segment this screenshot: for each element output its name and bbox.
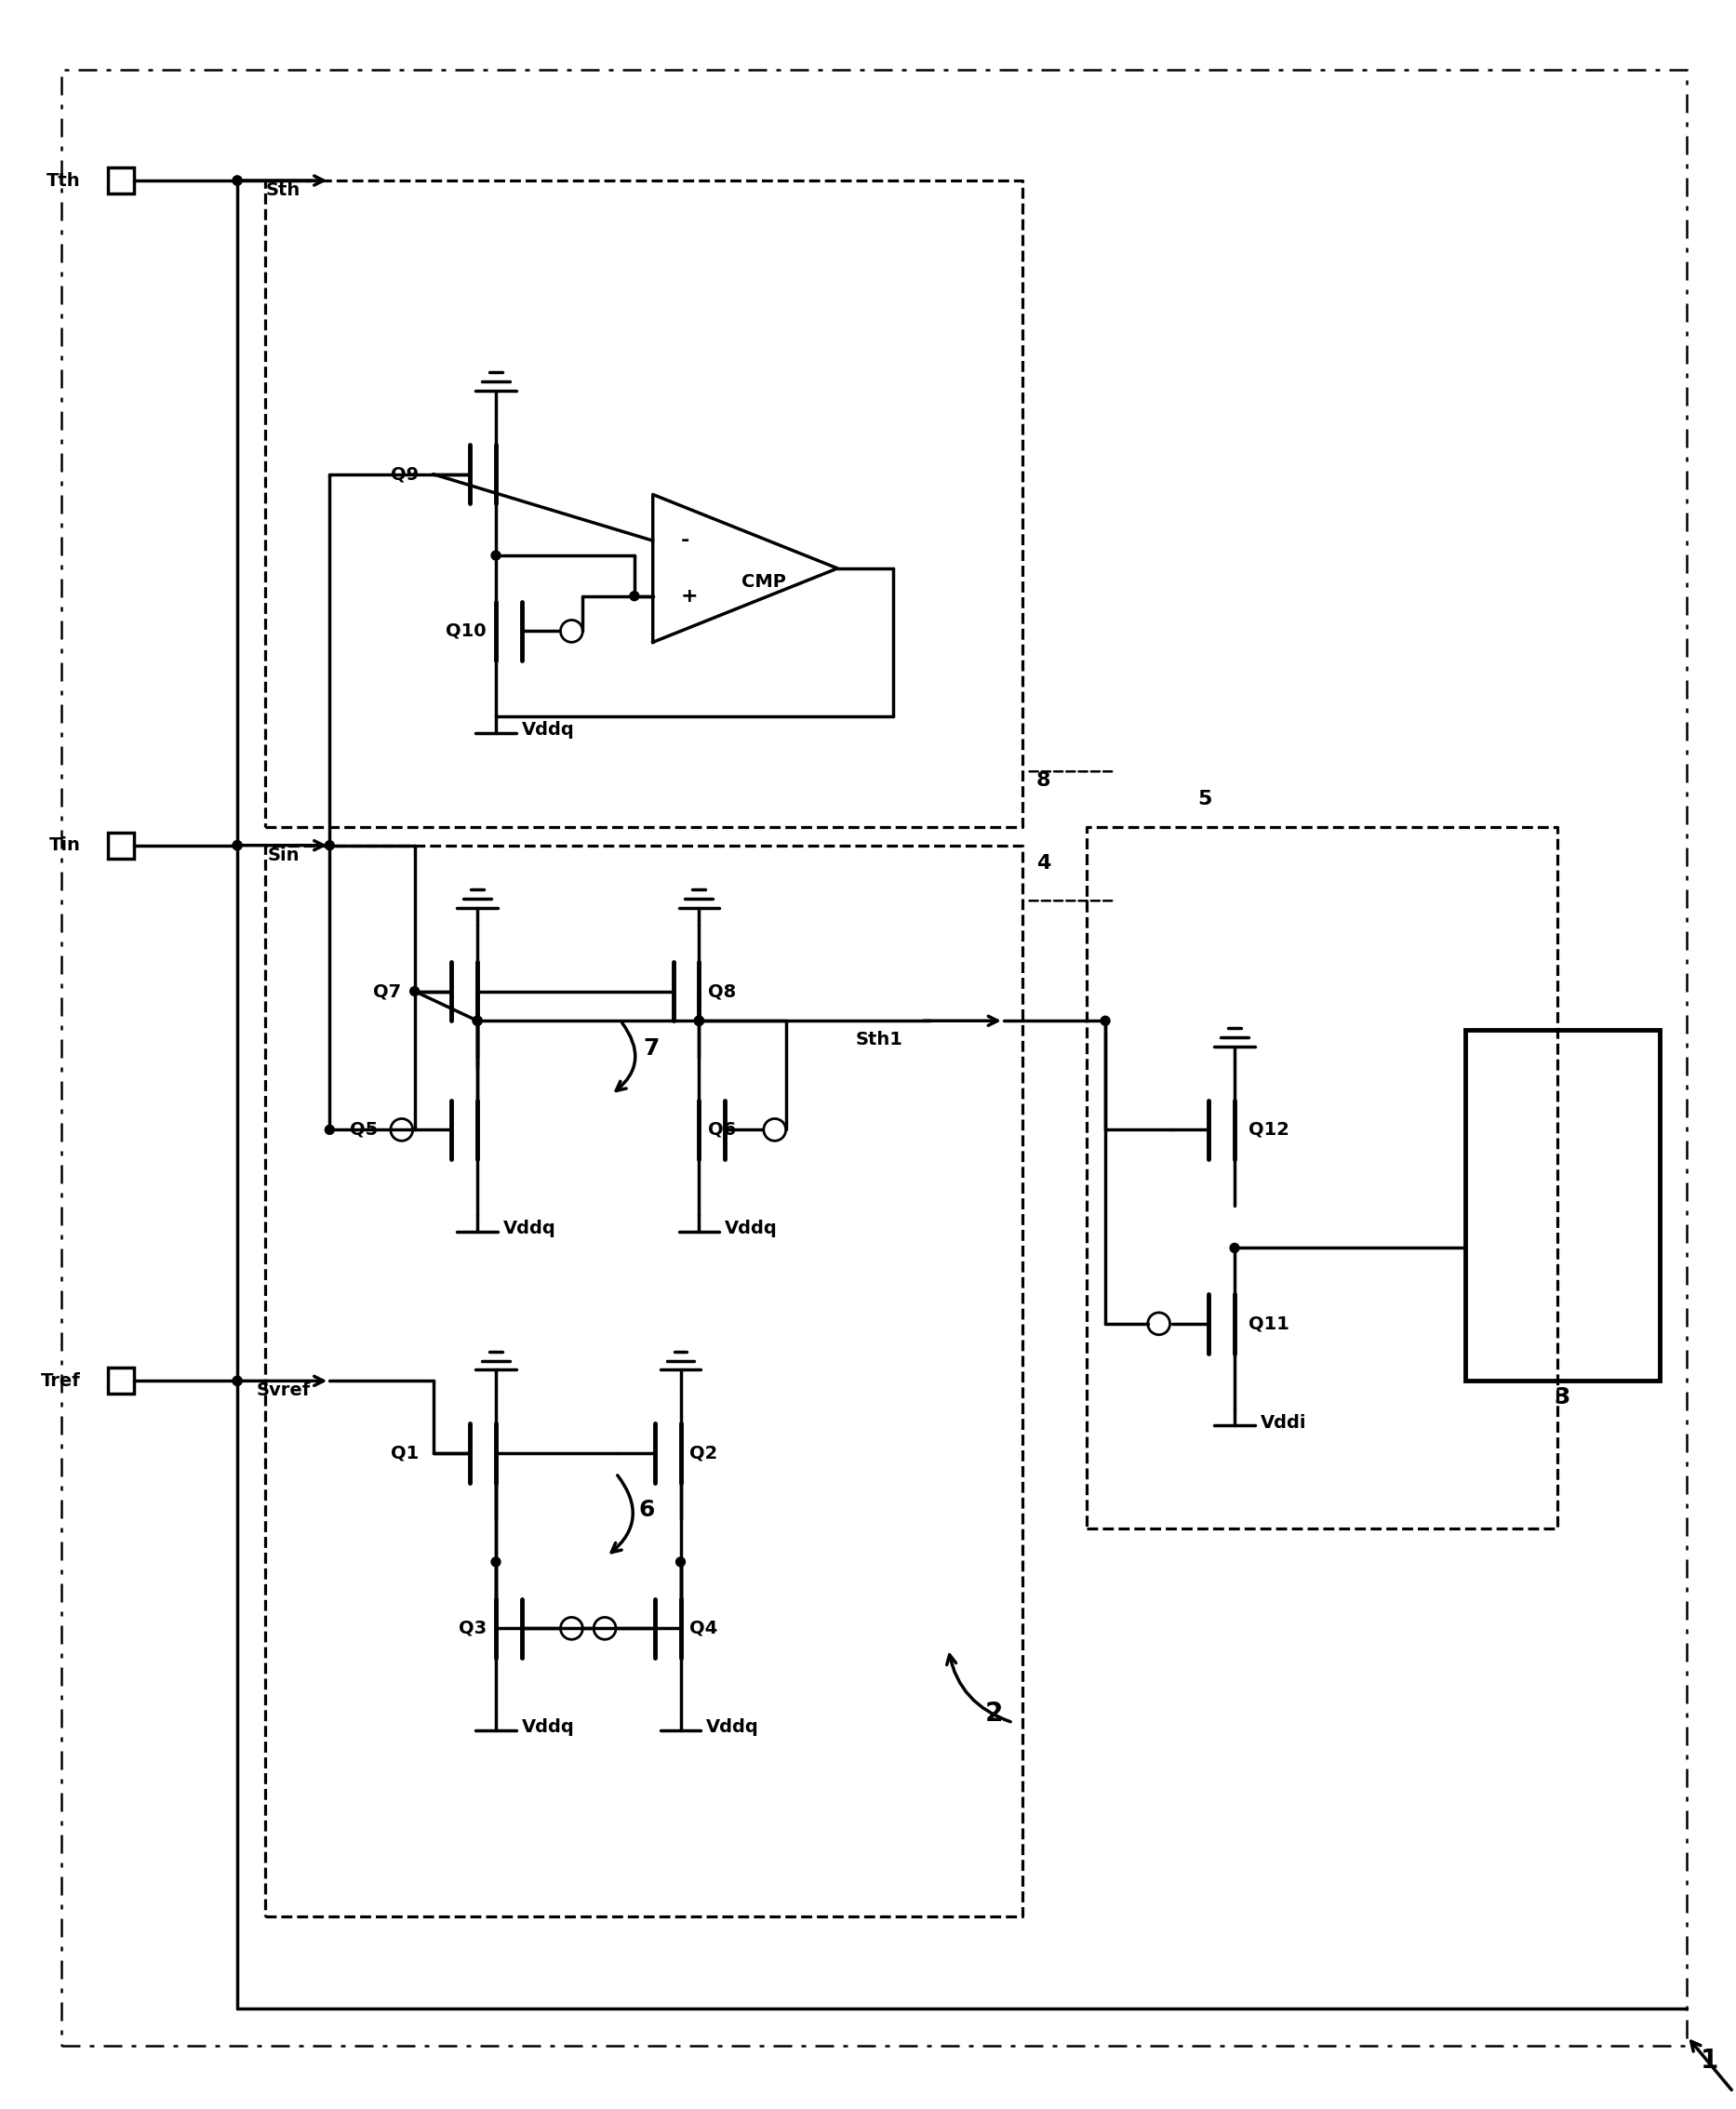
Circle shape [233, 1377, 241, 1386]
Text: Tin: Tin [49, 837, 80, 854]
Circle shape [233, 841, 241, 850]
Text: Q11: Q11 [1248, 1314, 1290, 1333]
Circle shape [491, 1556, 500, 1567]
Text: Q3: Q3 [458, 1620, 486, 1637]
Text: CMP: CMP [741, 574, 786, 591]
Text: Vddq: Vddq [523, 721, 575, 738]
Circle shape [233, 175, 241, 186]
Text: 1: 1 [1701, 2048, 1719, 2073]
Text: Q8: Q8 [708, 983, 736, 1000]
Circle shape [491, 550, 500, 561]
Circle shape [325, 1124, 335, 1135]
Text: Q12: Q12 [1248, 1120, 1290, 1139]
Bar [108, 1369, 134, 1394]
Text: Q7: Q7 [373, 983, 401, 1000]
Text: Sth1: Sth1 [856, 1031, 903, 1048]
Circle shape [233, 1377, 241, 1386]
Text: Svref: Svref [257, 1381, 311, 1400]
Circle shape [410, 987, 418, 995]
Circle shape [694, 1017, 703, 1025]
Text: Sth: Sth [266, 181, 300, 198]
Text: 8: 8 [1036, 772, 1050, 791]
Circle shape [1101, 1017, 1109, 1025]
Text: 6: 6 [639, 1499, 654, 1521]
Text: Q6: Q6 [708, 1120, 736, 1139]
Text: Vddq: Vddq [503, 1219, 556, 1238]
Circle shape [630, 591, 639, 601]
Circle shape [694, 1017, 703, 1025]
Circle shape [233, 175, 241, 186]
Text: 7: 7 [644, 1038, 660, 1059]
Circle shape [233, 841, 241, 850]
Text: Sin: Sin [267, 846, 300, 865]
Text: Q5: Q5 [349, 1120, 378, 1139]
Text: Q9: Q9 [391, 466, 418, 483]
Text: Vddq: Vddq [726, 1219, 778, 1238]
Text: Q1: Q1 [391, 1445, 418, 1462]
Text: Vddq: Vddq [707, 1719, 759, 1736]
Circle shape [472, 1017, 483, 1025]
Text: 5: 5 [1198, 791, 1212, 808]
Text: Q10: Q10 [446, 622, 486, 639]
Text: +: + [681, 586, 698, 605]
Circle shape [675, 1556, 686, 1567]
Circle shape [472, 1017, 483, 1025]
Text: Tref: Tref [40, 1373, 80, 1390]
Bar [108, 167, 134, 194]
Circle shape [694, 1017, 703, 1025]
Text: Q4: Q4 [689, 1620, 719, 1637]
Text: 4: 4 [1036, 854, 1050, 873]
Text: Tth: Tth [47, 171, 80, 190]
Text: Vddq: Vddq [523, 1719, 575, 1736]
Circle shape [1231, 1244, 1240, 1253]
Bar [1465, 1029, 1660, 1381]
Text: Vddi: Vddi [1260, 1413, 1307, 1432]
Text: 3: 3 [1554, 1386, 1571, 1409]
Circle shape [325, 841, 335, 850]
Text: 2: 2 [986, 1700, 1003, 1727]
Bar [108, 833, 134, 858]
Text: -: - [681, 531, 689, 550]
Text: Q2: Q2 [689, 1445, 719, 1462]
